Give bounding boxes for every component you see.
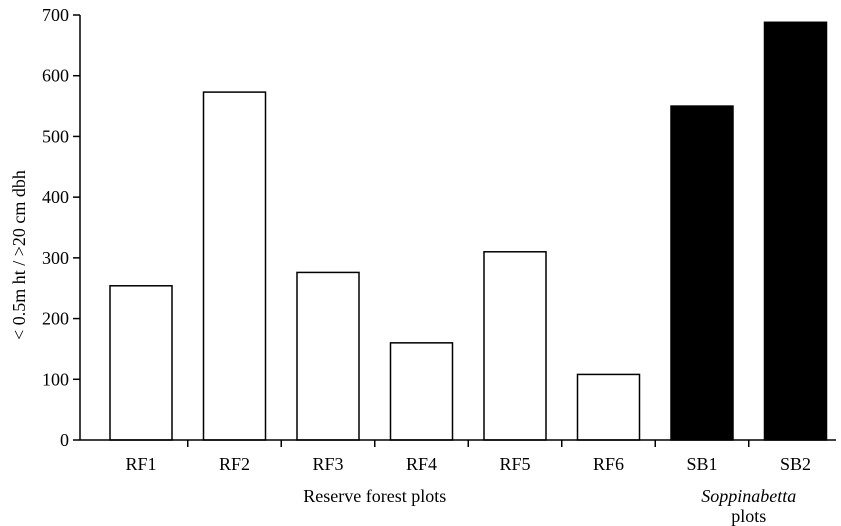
y-tick-label-300: 300 — [42, 248, 69, 268]
x-axis-ticks: RF1 RF2 RF3 RF4 RF5 RF6 SB1 SB2 — [125, 440, 811, 474]
x-tick-label-rf2: RF2 — [219, 454, 250, 474]
y-tick-label-500: 500 — [42, 126, 69, 146]
x-tick-label-sb2: SB2 — [780, 454, 811, 474]
x-tick-label-rf4: RF4 — [406, 454, 437, 474]
bar-rf4 — [389, 342, 454, 441]
group-label-soppinabetta: Soppinabetta — [701, 486, 796, 506]
y-axis-ticks: 0 100 200 300 400 500 600 700 — [42, 5, 80, 450]
bar-rf1 — [109, 285, 173, 441]
group-label-plots: plots — [731, 506, 766, 526]
y-tick-label-400: 400 — [42, 187, 69, 207]
y-tick-label-600: 600 — [42, 66, 69, 86]
bar-sb1 — [670, 105, 734, 441]
y-tick-label-200: 200 — [42, 309, 69, 329]
y-tick-label-100: 100 — [42, 369, 69, 389]
y-tick-label-0: 0 — [60, 430, 69, 450]
bar-sb2 — [763, 21, 828, 441]
bar-rf3 — [296, 271, 360, 441]
bars — [109, 21, 828, 441]
group-label-reserve-forest: Reserve forest plots — [303, 486, 446, 506]
x-tick-label-sb1: SB1 — [686, 454, 717, 474]
bar-rf5 — [483, 251, 547, 441]
y-tick-label-700: 700 — [42, 5, 69, 25]
bar-rf2 — [202, 91, 267, 441]
y-axis-title: < 0.5m ht / >20 cm dbh — [9, 170, 29, 340]
bar-rf6 — [576, 373, 641, 441]
x-tick-label-rf5: RF5 — [499, 454, 530, 474]
x-tick-label-rf1: RF1 — [125, 454, 156, 474]
x-tick-label-rf6: RF6 — [593, 454, 624, 474]
x-tick-label-rf3: RF3 — [312, 454, 343, 474]
